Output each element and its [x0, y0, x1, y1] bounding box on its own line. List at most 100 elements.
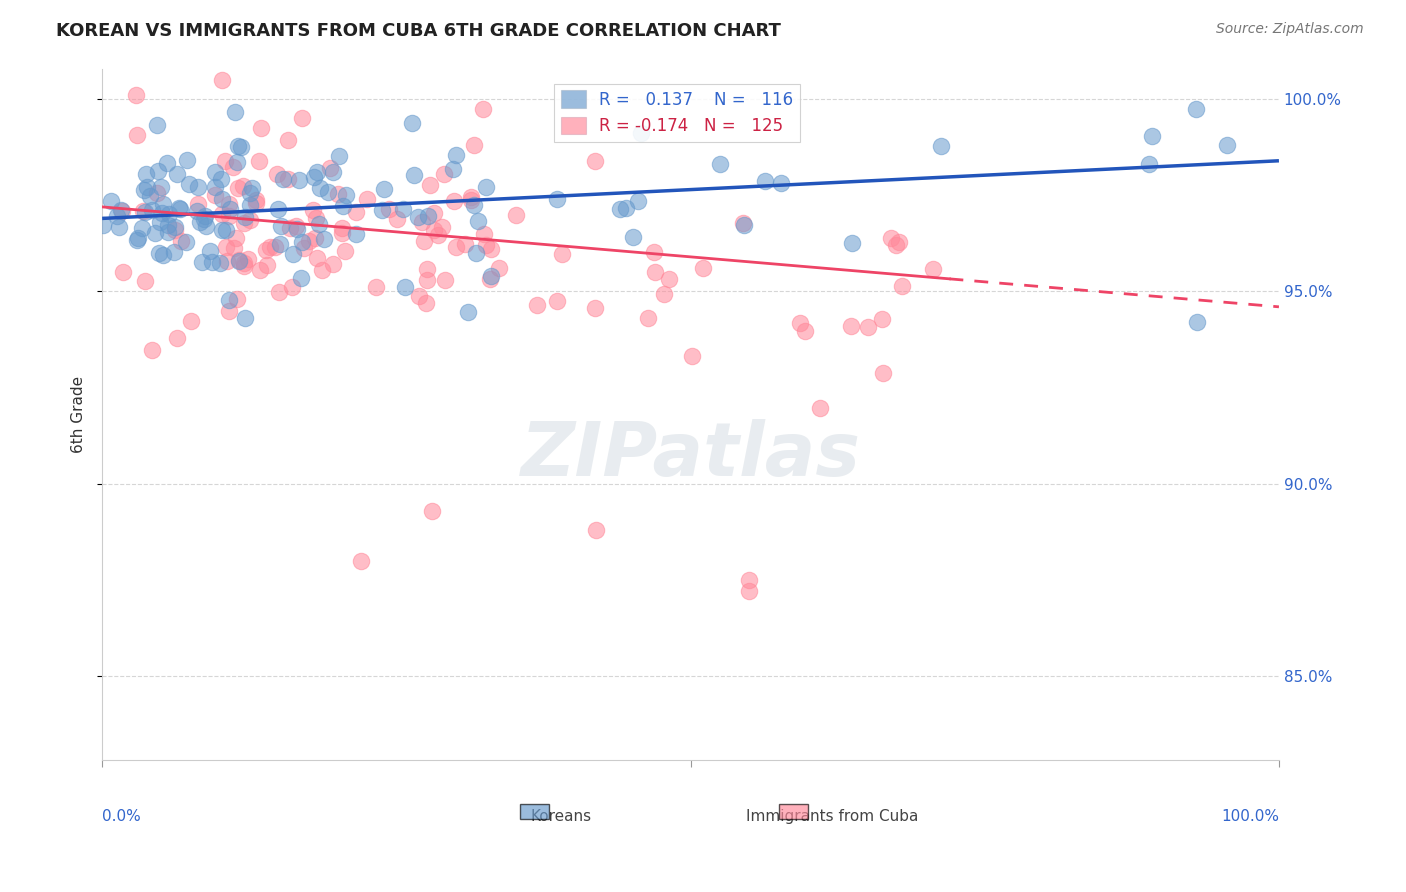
Point [259, 240, 281, 254]
Point [872, 366, 894, 380]
Point [215, 240, 238, 254]
Point [155, 155, 177, 169]
Point [187, 180, 209, 194]
Point [166, 167, 188, 181]
Point [187, 197, 209, 211]
Point [328, 149, 350, 163]
Point [366, 280, 388, 294]
Point [245, 195, 267, 210]
Point [301, 202, 323, 217]
Text: Source: ZipAtlas.com: Source: ZipAtlas.com [1216, 22, 1364, 37]
Point [887, 235, 910, 249]
Point [211, 73, 233, 87]
Point [738, 584, 761, 599]
Point [433, 167, 456, 181]
Point [217, 253, 239, 268]
Point [105, 209, 128, 223]
Text: 100.0%: 100.0% [1220, 809, 1279, 824]
Point [285, 222, 308, 236]
Y-axis label: 6th Grade: 6th Grade [72, 376, 86, 453]
Point [463, 198, 485, 212]
Point [170, 234, 193, 248]
Point [444, 240, 467, 254]
Point [457, 305, 479, 319]
Point [256, 258, 278, 272]
Point [233, 310, 256, 325]
Point [291, 111, 314, 125]
Point [416, 261, 439, 276]
Point [148, 246, 170, 260]
Point [385, 212, 408, 227]
Point [186, 203, 208, 218]
Legend: R =   0.137    N =   116, R = -0.174   N =   125: R = 0.137 N = 116, R = -0.174 N = 125 [554, 84, 800, 142]
Point [157, 218, 180, 232]
Point [330, 221, 353, 235]
Point [288, 173, 311, 187]
Point [416, 273, 439, 287]
Point [929, 138, 952, 153]
Point [404, 168, 426, 182]
Point [637, 310, 659, 325]
Point [224, 241, 246, 255]
Point [319, 161, 342, 176]
Point [1137, 157, 1160, 171]
Point [304, 231, 326, 245]
Point [505, 209, 527, 223]
Point [135, 168, 157, 182]
Point [526, 298, 548, 312]
Point [328, 187, 350, 202]
Point [870, 312, 893, 326]
Point [416, 209, 439, 223]
Point [157, 225, 180, 239]
Point [194, 209, 217, 223]
Point [858, 320, 880, 334]
Point [180, 314, 202, 328]
Point [233, 216, 256, 230]
Point [880, 231, 903, 245]
Point [292, 241, 315, 255]
Point [546, 192, 568, 206]
Point [305, 165, 328, 179]
Point [335, 188, 357, 202]
Point [793, 324, 815, 338]
Point [839, 318, 862, 333]
Point [165, 220, 187, 235]
Point [269, 285, 291, 299]
Point [267, 202, 290, 216]
Point [169, 202, 191, 217]
Text: Immigrants from Cuba: Immigrants from Cuba [745, 809, 918, 824]
Point [332, 199, 354, 213]
Point [191, 255, 214, 269]
Point [100, 194, 122, 208]
Point [285, 219, 308, 233]
Point [157, 206, 180, 220]
Point [208, 256, 231, 270]
Point [738, 573, 761, 587]
Point [150, 206, 173, 220]
Point [444, 147, 467, 161]
Point [132, 183, 155, 197]
Point [166, 330, 188, 344]
Point [415, 295, 437, 310]
Point [232, 179, 254, 194]
Point [281, 247, 304, 261]
Point [125, 88, 148, 103]
Point [432, 219, 454, 234]
Point [194, 219, 217, 233]
Point [152, 248, 174, 262]
Point [214, 154, 236, 169]
Point [478, 271, 501, 285]
Point [270, 219, 292, 234]
Point [427, 228, 450, 243]
Point [233, 256, 256, 270]
Point [335, 244, 357, 258]
Point [198, 244, 221, 258]
Point [609, 202, 631, 217]
Point [890, 279, 912, 293]
Point [131, 221, 153, 235]
Point [643, 244, 665, 259]
Point [392, 202, 415, 217]
Text: KOREAN VS IMMIGRANTS FROM CUBA 6TH GRADE CORRELATION CHART: KOREAN VS IMMIGRANTS FROM CUBA 6TH GRADE… [56, 22, 782, 40]
Point [264, 239, 287, 253]
Point [769, 176, 792, 190]
